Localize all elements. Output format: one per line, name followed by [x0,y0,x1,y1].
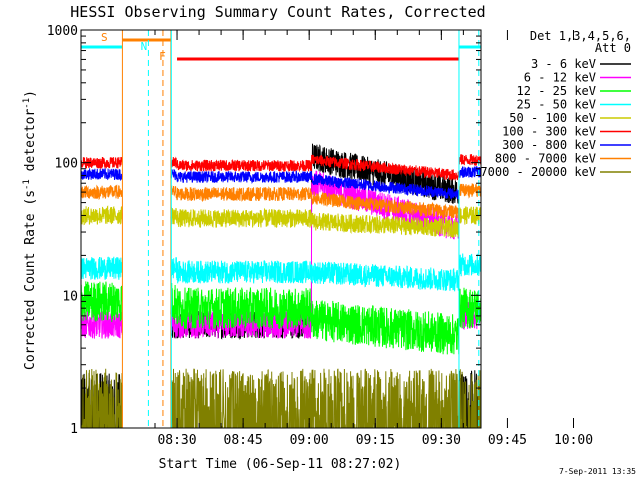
legend-label: 25 - 50 keV [517,98,596,112]
y-tick-label: 1 [70,422,78,437]
flag-layer: S NF [81,30,481,428]
series-line [81,281,123,323]
series-line [170,154,460,182]
x-axis-label: Start Time (06-Sep-11 08:27:02) [159,457,402,472]
series-line [170,207,460,238]
legend-label: 12 - 25 keV [517,84,596,98]
series-line [81,184,123,200]
flag-label: S [101,31,108,44]
y-axis-label: Corrected Count Rate (s-1 detector-1) [22,90,38,370]
y-tick-label: 1000 [47,24,78,39]
series-layer [81,143,481,428]
x-tick-label: 09:30 [422,433,461,448]
legend-label: 50 - 100 keV [509,111,596,125]
legend-label: 7000 - 20000 keV [480,165,596,179]
series-line [81,168,123,181]
y-tick-label: 10 [62,289,78,304]
legend-header-1: Det 1,3,4,5,6, [530,29,631,43]
series-line [170,185,460,220]
series-line [458,253,481,277]
series-line [170,368,460,428]
flag-label: N [141,40,148,53]
series-line [170,257,460,292]
series-line [170,282,460,355]
legend-label: 6 - 12 keV [524,71,596,85]
flag-label: F [159,50,166,63]
x-tick-label: 08:45 [224,433,263,448]
y-tick-label: 100 [55,157,78,172]
series-line [81,256,123,280]
legend-label: 3 - 6 keV [531,57,596,71]
x-tick-label: 09:00 [290,433,329,448]
legend-label: 800 - 7000 keV [495,152,596,166]
legend-label: 300 - 800 keV [502,138,596,152]
series-line [170,169,460,200]
series-line [458,154,481,166]
series-line [81,368,123,428]
series-line [458,183,481,199]
plot-area: S NF 08:30 08:45 09:00 09:15 09:30 09:45 10:00 1… [47,24,593,448]
plot-frame [80,29,482,429]
x-tick-label: 09:15 [356,433,395,448]
x-tick-label: 09:45 [488,433,527,448]
axes: 08:30 08:45 09:00 09:15 09:30 09:45 10:00 1 10 10… [47,24,593,448]
series-line [458,166,481,178]
series-line [81,205,123,226]
footer-timestamp: 7-Sep-2011 13:35 [559,467,636,476]
series-line [458,369,481,428]
legend-label: 100 - 300 keV [502,125,596,139]
x-tick-label: 10:00 [554,433,593,448]
x-tick-label: 08:30 [157,433,196,448]
legend-header-2: Att 0 [595,41,631,55]
chart-title: HESSI Observing Summary Count Rates, Cor… [70,3,485,21]
series-line [458,206,481,225]
series-line [81,156,123,171]
